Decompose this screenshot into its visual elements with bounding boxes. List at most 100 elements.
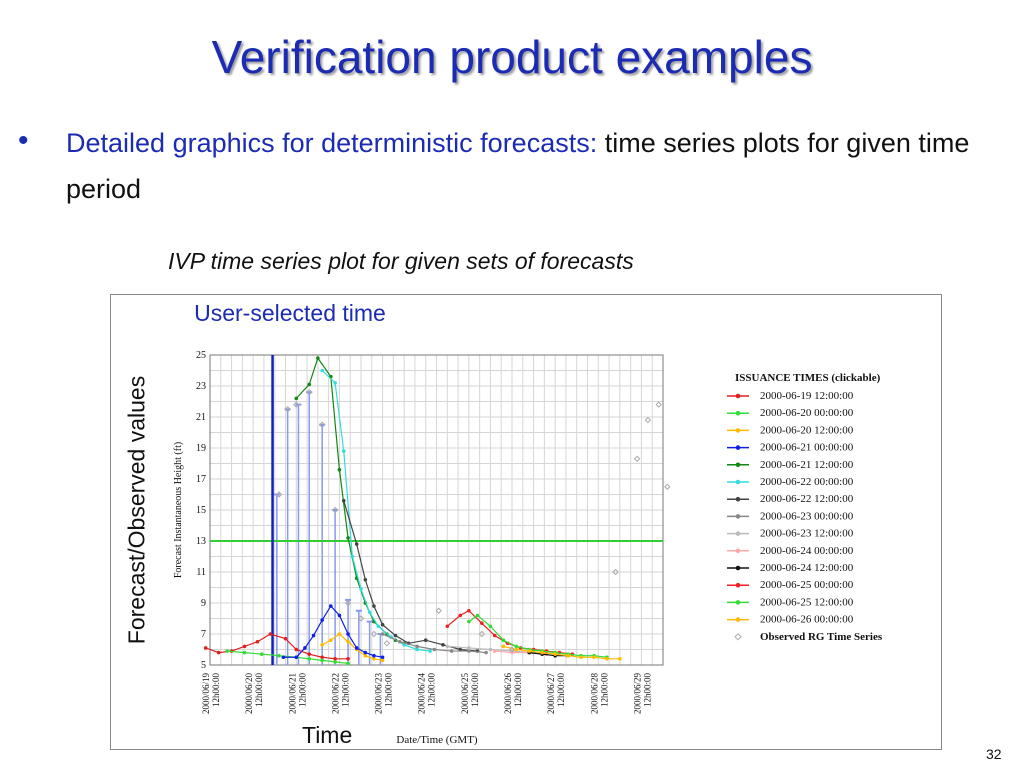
x-tick-label: 2000/06/28: [589, 673, 599, 715]
series-point: [415, 647, 419, 652]
series-point: [398, 639, 402, 644]
series-point: [316, 356, 320, 360]
series-point: [341, 498, 346, 503]
series-point: [333, 381, 337, 385]
legend-label: 2000-06-21 00:00:00: [760, 442, 854, 454]
observed-point: [293, 401, 300, 408]
x-tick-label: 12h00:00: [642, 673, 652, 708]
legend-label: 2000-06-23 12:00:00: [760, 528, 854, 540]
series-point: [363, 577, 368, 582]
series-point: [480, 621, 484, 625]
series-point: [514, 644, 519, 649]
series-point: [359, 587, 363, 591]
series-point: [346, 632, 350, 636]
x-tick-label: 12h00:00: [254, 673, 264, 708]
x-tick-label: 12h00:00: [211, 673, 221, 708]
bullet-text: Detailed graphics for deterministic fore…: [66, 120, 1006, 212]
legend-label: 2000-06-20 00:00:00: [760, 407, 854, 419]
x-tick-label: 2000/06/29: [632, 673, 642, 715]
observed-point: [655, 401, 662, 408]
observed-point: [318, 421, 326, 428]
observed-point: [478, 630, 486, 638]
series-point: [540, 650, 544, 655]
series-point: [467, 646, 471, 650]
series-point: [514, 647, 519, 652]
legend-label: 2000-06-23 00:00:00: [760, 510, 854, 522]
series-point: [259, 652, 264, 656]
legend-label: 2000-06-20 12:00:00: [760, 424, 854, 436]
legend-swatch-marker: [735, 393, 741, 399]
x-tick-label: 2000/06/21: [287, 673, 297, 714]
x-tick-label: 12h00:00: [513, 673, 523, 708]
series-point: [501, 644, 506, 649]
legend-label: 2000-06-24 00:00:00: [760, 545, 854, 557]
legend-swatch-marker: [735, 565, 741, 571]
plot-area-border: [209, 354, 664, 666]
series-point: [242, 650, 247, 655]
x-tick-label: 12h00:00: [427, 673, 437, 708]
observed-point: [344, 599, 352, 607]
series-point: [320, 655, 324, 660]
bullet-text-highlight: Detailed graphics for deterministic fore…: [66, 128, 598, 158]
series-point: [475, 613, 480, 618]
page-number: 32: [986, 746, 1002, 762]
series-point: [354, 646, 359, 650]
observed-point: [508, 646, 516, 653]
observed-point: [435, 607, 442, 614]
observed-point: [357, 615, 365, 622]
series-point: [277, 653, 281, 658]
legend-swatch-marker: [735, 600, 741, 605]
series-point: [415, 644, 419, 649]
series-point: [445, 644, 450, 649]
x-axis-label: Date/Time (GMT): [396, 734, 478, 746]
series-point: [372, 604, 376, 608]
x-tick-label: 2000/06/26: [503, 673, 513, 715]
x-tick-label: 12h00:00: [297, 673, 307, 708]
user-selected-time-label: User-selected time: [194, 300, 386, 326]
legend-swatch-marker: [735, 531, 741, 536]
series-point: [346, 536, 350, 540]
series-point: [333, 657, 337, 661]
series-point: [484, 650, 488, 655]
x-tick-label: 12h00:00: [384, 673, 394, 708]
series-point: [303, 646, 307, 650]
series-point: [553, 652, 557, 656]
series-point: [501, 638, 506, 642]
series-point: [579, 655, 583, 660]
slide-title: Verification product examples: [211, 31, 813, 83]
legend-swatch-marker: [735, 496, 741, 502]
observed-point: [633, 455, 641, 463]
x-tick-label: 2000/06/20: [244, 673, 254, 715]
observed-point: [331, 506, 339, 514]
legend-label: 2000-06-19 12:00:00: [760, 390, 854, 402]
series-point: [605, 657, 609, 661]
x-tick-label: 2000/06/27: [546, 673, 556, 715]
series-point: [307, 382, 312, 387]
series-line: [321, 370, 431, 652]
legend-swatch-marker: [735, 617, 741, 622]
observed-point: [284, 406, 291, 413]
series-point: [428, 649, 432, 653]
series-point: [488, 624, 493, 629]
series-point: [354, 542, 359, 546]
x-tick-label: 12h00:00: [470, 673, 480, 708]
series-point: [346, 661, 350, 666]
series-point: [458, 613, 463, 618]
series-point: [333, 660, 337, 664]
series-point: [268, 632, 273, 636]
series-point: [432, 647, 437, 652]
series-line: [343, 500, 478, 652]
series-line: [503, 645, 620, 660]
series-point: [527, 649, 532, 653]
series-point: [307, 657, 312, 661]
legend-label: 2000-06-25 00:00:00: [760, 579, 854, 591]
time-axis-label: Time: [302, 722, 353, 748]
observed-point: [370, 630, 378, 638]
x-tick-label: 2000/06/19: [201, 673, 211, 715]
series-point: [281, 655, 286, 660]
x-tick-label: 2000/06/24: [417, 673, 427, 715]
legend-title: ISSUANCE TIMES (clickable): [735, 372, 881, 384]
series-point: [566, 653, 570, 658]
series-point: [346, 639, 350, 644]
series-point: [467, 619, 471, 624]
